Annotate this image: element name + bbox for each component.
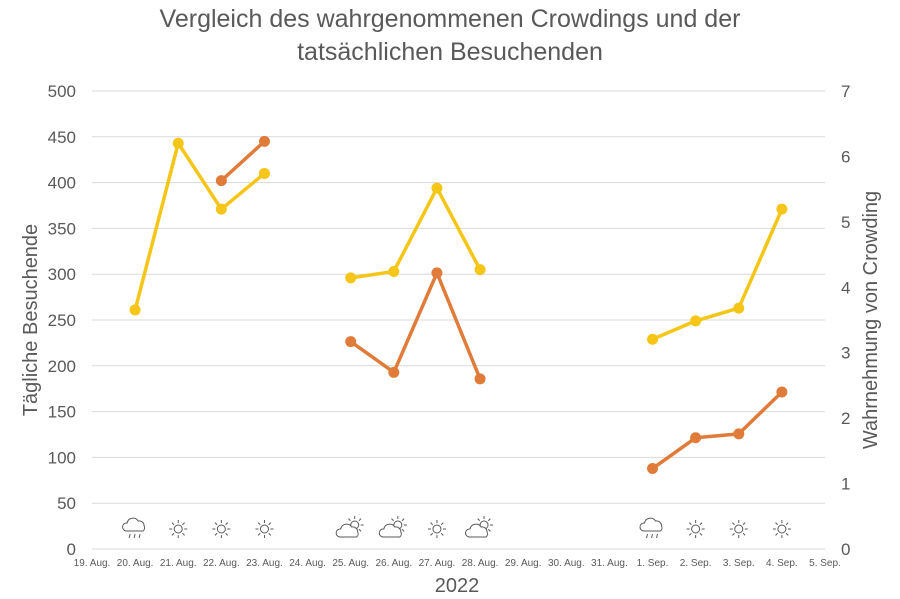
series-1-point: [776, 203, 788, 215]
x-tick-label: 23. Aug.: [246, 558, 283, 569]
right-tick-label: 3: [841, 344, 850, 363]
series-2-point: [474, 373, 486, 385]
x-tick-label: 1. Sep.: [637, 558, 669, 569]
sun-icon: [212, 520, 231, 538]
left-axis-label: Tägliche Besuchende: [20, 224, 42, 416]
left-tick-label: 250: [48, 311, 76, 330]
x-axis-label: 2022: [435, 575, 480, 597]
x-tick-label: 29. Aug.: [505, 558, 542, 569]
left-tick-label: 50: [57, 494, 76, 513]
sun-icon: [169, 520, 188, 538]
left-tick-label: 350: [48, 219, 76, 238]
series-1-line: [651, 208, 784, 341]
x-tick-label: 22. Aug.: [203, 558, 240, 569]
series-2-point: [647, 463, 659, 475]
x-tick-label: 24. Aug.: [289, 558, 326, 569]
series-1-point: [733, 302, 745, 314]
x-tick-label: 27. Aug.: [419, 558, 456, 569]
series-1-point: [129, 304, 141, 316]
left-axis-ticks: 0 50 100 150 200 250 300 350 400 450 500: [48, 82, 76, 559]
chart-title-line-1: Vergleich des wahrgenommenen Crowdings u…: [160, 5, 741, 33]
rain-cloud-icon: [639, 517, 663, 539]
series-2-point: [345, 336, 357, 348]
rain-cloud-icon: [122, 517, 146, 539]
series-2-point: [733, 428, 745, 440]
x-axis-ticks: 19. Aug. 20. Aug. 21. Aug. 22. Aug. 23. Aug.…: [74, 558, 841, 569]
right-tick-label: 4: [841, 278, 850, 297]
right-tick-label: 7: [841, 82, 850, 101]
series-1-point: [172, 137, 184, 149]
left-tick-label: 450: [48, 128, 76, 147]
series-1-point: [690, 315, 702, 327]
series-1-point: [345, 272, 357, 284]
x-tick-label: 19. Aug.: [74, 558, 111, 569]
sun-icon: [255, 520, 274, 538]
left-tick-label: 200: [48, 357, 76, 376]
series-1-point: [647, 333, 659, 345]
x-tick-label: 5. Sep.: [809, 558, 841, 569]
left-tick-label: 0: [67, 540, 76, 559]
sun-icon: [772, 520, 791, 538]
series-2-point: [258, 135, 270, 147]
right-axis-ticks: 0 1 2 3 4 5 6 7: [841, 82, 850, 559]
x-tick-label: 4. Sep.: [766, 558, 798, 569]
right-tick-label: 6: [841, 147, 850, 166]
x-tick-label: 28. Aug.: [462, 558, 499, 569]
left-tick-label: 400: [48, 174, 76, 193]
x-tick-label: 30. Aug.: [548, 558, 585, 569]
series-1-line: [133, 141, 266, 311]
series-1-point: [258, 167, 270, 179]
right-tick-label: 0: [841, 540, 850, 559]
sun-cloud-icon: [335, 516, 364, 538]
weather-icons: [122, 516, 791, 539]
series-2-point: [215, 175, 227, 187]
right-tick-label: 5: [841, 213, 850, 232]
right-tick-label: 1: [841, 475, 850, 494]
series-2-point: [431, 267, 443, 279]
series-2-line: [651, 390, 784, 470]
series-1-line: [350, 186, 482, 280]
series-group: [129, 135, 788, 475]
series-1-point: [431, 182, 443, 194]
left-tick-label: 100: [48, 448, 76, 467]
series-1-point: [215, 203, 227, 215]
left-tick-label: 300: [48, 265, 76, 284]
x-tick-label: 26. Aug.: [375, 558, 412, 569]
series-2-point: [690, 432, 702, 444]
series-1-point: [474, 264, 486, 276]
sun-icon: [686, 520, 705, 538]
x-tick-label: 25. Aug.: [332, 558, 369, 569]
left-tick-label: 150: [48, 403, 76, 422]
chart-title-line-2: tatsächlichen Besuchenden: [297, 38, 603, 66]
right-axis-label: Wahrnehmung von Crowding: [860, 191, 882, 449]
sun-cloud-icon: [465, 516, 494, 538]
sun-icon: [427, 520, 446, 538]
x-tick-label: 21. Aug.: [160, 558, 197, 569]
x-tick-label: 2. Sep.: [680, 558, 712, 569]
x-tick-label: 20. Aug.: [117, 558, 154, 569]
series-2-line: [220, 140, 266, 182]
series-1-point: [388, 265, 400, 277]
gridlines: [92, 90, 825, 550]
x-tick-label: 3. Sep.: [723, 558, 755, 569]
sun-cloud-icon: [378, 516, 407, 538]
series-2-point: [776, 386, 788, 398]
x-tick-label: 31. Aug.: [591, 558, 628, 569]
left-tick-label: 500: [48, 82, 76, 101]
right-tick-label: 2: [841, 409, 850, 428]
sun-icon: [729, 520, 748, 538]
series-2-point: [388, 366, 400, 378]
series-2-line: [349, 271, 482, 380]
